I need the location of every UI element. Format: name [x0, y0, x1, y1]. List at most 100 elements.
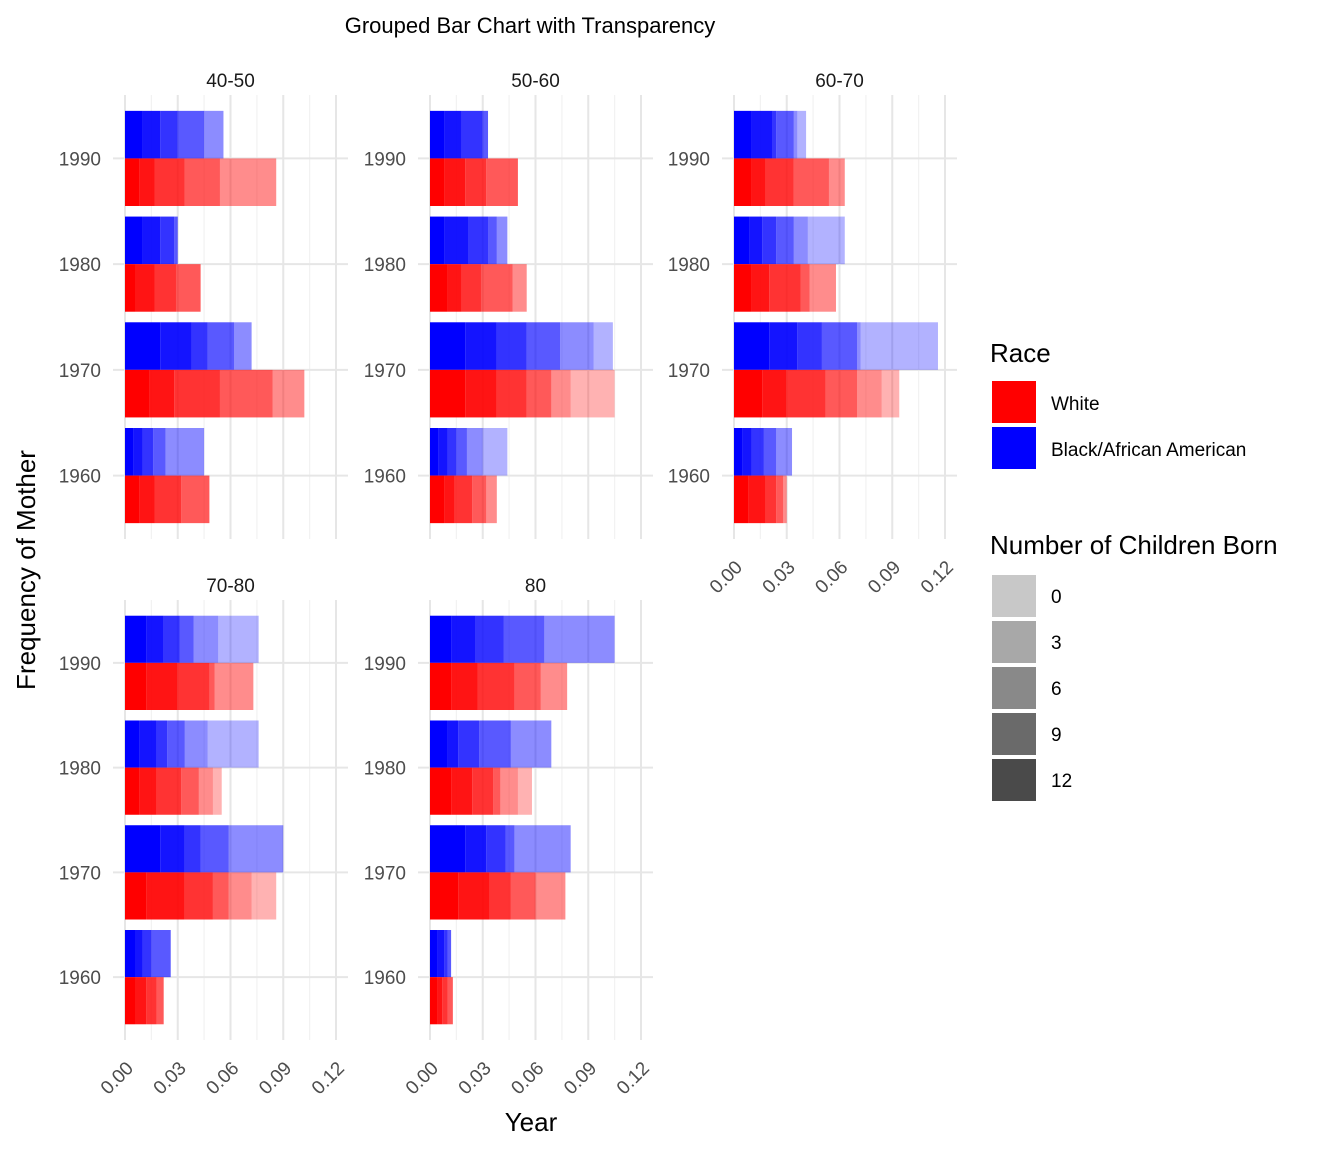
bar-black-african-american-1980-seg0: [430, 720, 448, 768]
bar-black-african-american-1980-seg2: [468, 216, 489, 265]
bar-black-african-american-1970-seg2: [184, 825, 201, 873]
bar-black-african-american-1990-seg2: [163, 615, 180, 663]
x-tick-label-0-09: 0.09: [255, 1058, 296, 1099]
y-tick-label-1970: 1970: [364, 863, 406, 884]
bar-black-african-american-1980-seg1: [749, 216, 763, 265]
bar-black-african-american-1990-seg2: [475, 615, 504, 663]
bar-black-african-american-1980-seg3: [479, 720, 511, 768]
y-tick-label-1990: 1990: [59, 149, 101, 170]
bar-black-african-american-1980-seg1: [444, 216, 469, 265]
bar-white-1990-seg0: [125, 662, 147, 710]
bar-black-african-american-1970-seg1: [160, 825, 185, 873]
bar-white-1980-seg0: [125, 767, 140, 815]
bar-black-african-american-1990-seg1: [146, 615, 164, 663]
bar-white-1960-seg1: [135, 977, 147, 1025]
bar-black-african-american-1960-seg2: [751, 428, 764, 476]
bar-white-1980-seg0: [125, 264, 136, 312]
bar-white-1970-seg0: [125, 872, 147, 920]
bar-black-african-american-1980-seg4: [510, 720, 552, 768]
bar-white-1970-seg0: [734, 369, 763, 418]
bar-black-african-american-1980-seg2: [156, 720, 168, 768]
bar-black-african-american-1970-seg2: [191, 322, 208, 370]
bar-black-african-american-1990-seg4: [544, 615, 615, 663]
bar-white-1980-seg4: [512, 264, 527, 312]
bar-white-1990-seg0: [125, 158, 140, 206]
bar-black-african-american-1990-seg4: [193, 615, 219, 663]
bar-black-african-american-1960-seg4: [466, 428, 483, 476]
bar-white-1990-seg1: [146, 662, 178, 710]
bar-black-african-american-1980-seg1: [447, 720, 459, 768]
bar-white-1960-seg0: [125, 475, 140, 524]
bar-black-african-american-1960-seg2: [142, 930, 152, 978]
y-tick-label-1970: 1970: [59, 863, 101, 884]
bar-white-1990-seg2: [477, 662, 515, 710]
bar-white-1990-seg0: [430, 158, 445, 206]
bar-black-african-american-1960-seg3: [447, 930, 452, 978]
bar-black-african-american-1970-seg2: [797, 322, 822, 370]
bar-white-1970-seg5: [881, 369, 900, 418]
bar-white-1980-seg2: [472, 767, 494, 815]
bar-white-1970-seg4: [857, 369, 882, 418]
y-tick-label-1960: 1960: [59, 968, 101, 989]
bar-white-1960-seg2: [154, 475, 182, 524]
bar-white-1980-seg1: [135, 264, 155, 312]
bar-white-1970-seg3: [212, 872, 229, 920]
legend-children-label-12: 12: [1051, 771, 1072, 792]
bar-black-african-american-1970-seg3: [207, 322, 235, 370]
x-axis-title: Year: [505, 1107, 558, 1137]
bar-white-1970-seg1: [146, 872, 185, 920]
facet-label-70-80: 70-80: [206, 576, 255, 597]
bar-white-1990-seg3: [514, 662, 541, 710]
legend-white-label: White: [1051, 394, 1100, 415]
legend-black-swatch: [992, 427, 1036, 469]
bar-black-african-american-1960-seg2: [447, 428, 457, 476]
bar-white-1990-seg2: [154, 158, 185, 206]
y-tick-label-1980: 1980: [364, 759, 406, 780]
bar-black-african-american-1970-seg3: [526, 322, 561, 370]
y-tick-label-1970: 1970: [59, 361, 101, 382]
bar-black-african-american-1970-seg0: [125, 825, 161, 873]
bar-black-african-american-1980-seg3: [167, 720, 185, 768]
bar-black-african-american-1990-seg0: [430, 615, 452, 663]
bar-white-1970-seg0: [125, 369, 150, 418]
bar-white-1990-seg1: [139, 158, 155, 206]
y-tick-label-1980: 1980: [59, 759, 101, 780]
chart-title: Grouped Bar Chart with Transparency: [345, 13, 716, 38]
bar-white-1960-seg3: [156, 977, 164, 1025]
bar-white-1980-seg2: [769, 264, 801, 312]
panel-50-60: 50-60 1960 1970 1980 1990: [364, 71, 653, 539]
bar-white-1970-seg2: [786, 369, 826, 418]
legend-race-title: Race: [990, 338, 1051, 368]
bar-white-1960-seg1: [139, 475, 155, 524]
bar-black-african-american-1990-seg5: [797, 110, 807, 159]
bar-white-1970-seg4: [551, 369, 571, 418]
bar-white-1980-seg3: [480, 264, 513, 312]
bar-white-1970-seg0: [430, 369, 466, 418]
y-tick-label-1980: 1980: [364, 255, 406, 276]
y-tick-label-1990: 1990: [59, 654, 101, 675]
bar-black-african-american-1960-seg0: [430, 930, 438, 978]
bar-white-1980-seg3: [493, 767, 501, 815]
bar-black-african-american-1960-seg1: [437, 930, 445, 978]
bar-black-african-american-1970-seg1: [160, 322, 192, 370]
bar-black-african-american-1970-seg4: [234, 322, 252, 370]
bar-white-1990-seg0: [430, 662, 452, 710]
bar-black-african-american-1960-seg3: [763, 428, 777, 476]
bar-white-1970-seg5: [251, 872, 277, 920]
bar-black-african-american-1990-seg1: [451, 615, 476, 663]
legend-children-title: Number of Children Born: [990, 530, 1278, 560]
bar-white-1980-seg2: [461, 264, 481, 312]
bar-white-1980-seg5: [517, 767, 532, 815]
x-tick-label-0-03: 0.03: [455, 1058, 496, 1099]
bar-white-1980-seg1: [451, 767, 473, 815]
bar-white-1960-seg2: [765, 475, 777, 524]
x-tick-label-0-12: 0.12: [613, 1058, 654, 1099]
bar-black-african-american-1970-seg3: [505, 825, 515, 873]
bar-white-1980-seg2: [154, 264, 176, 312]
bar-white-1970-seg2: [489, 872, 511, 920]
y-tick-label-1960: 1960: [59, 467, 101, 488]
bar-black-african-american-1990-seg1: [751, 110, 773, 159]
bar-black-african-american-1990-seg4: [204, 110, 224, 159]
bar-white-1990-seg4: [214, 662, 254, 710]
